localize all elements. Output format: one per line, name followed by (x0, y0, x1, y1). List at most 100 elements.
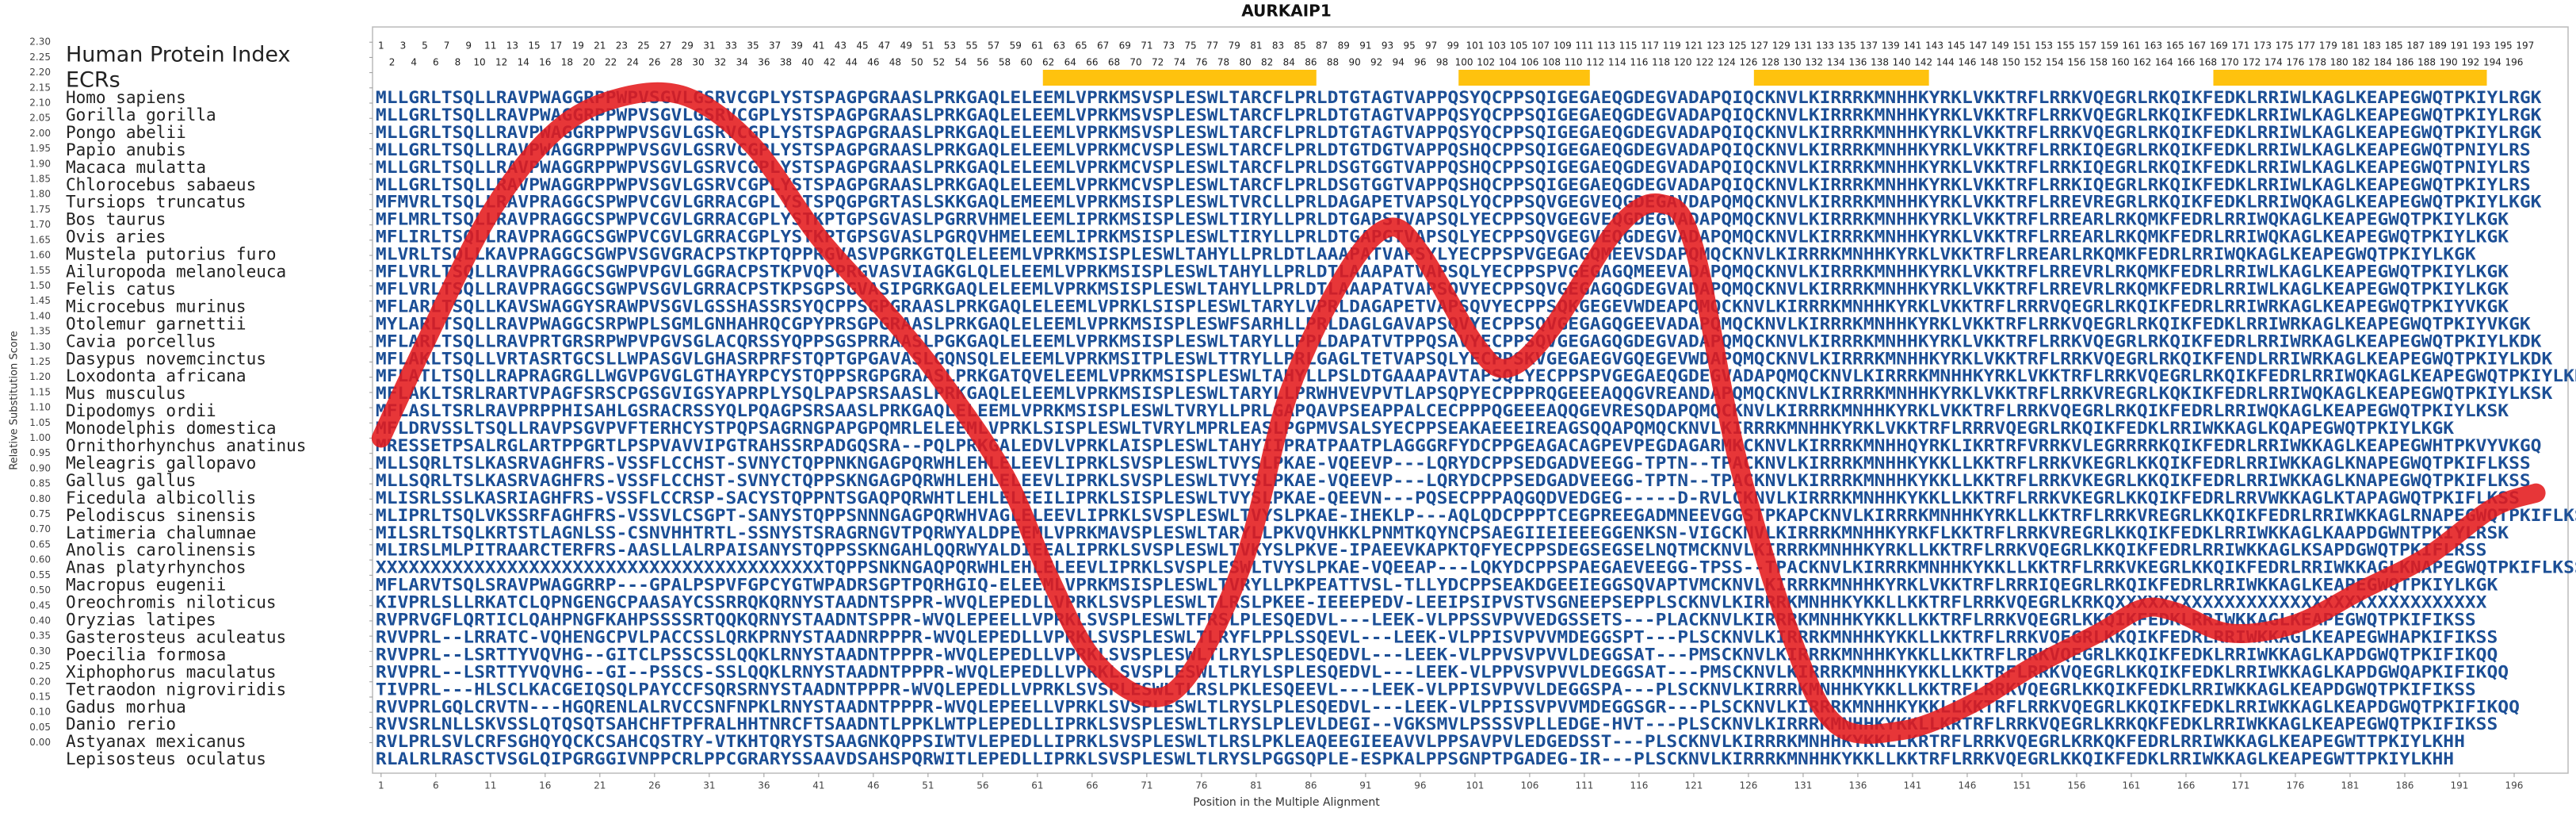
human-index-number: 139 (1882, 40, 1900, 52)
sequence: MFLMRLTSQLLRAVPRAGGCSPWPVCGVLGRRACGPLYST… (376, 210, 2509, 229)
human-index-number: 197 (2516, 40, 2534, 52)
sequence: RVVPRL--LSRTTYVQVHG--GI--PSSCS-SSLQQKLRN… (376, 662, 2509, 681)
human-index-number: 189 (2429, 40, 2447, 52)
y-tick-label: 1.65 (29, 234, 51, 245)
chart-title: AURKAIP1 (1241, 2, 1332, 21)
human-index-number: 96 (1414, 57, 1426, 68)
x-tick-label: 186 (2396, 780, 2414, 791)
x-tick-label: 196 (2505, 780, 2524, 791)
ecr-bar (1753, 70, 1929, 86)
species-name: Anas platyrhynchos (66, 558, 247, 577)
species-name: Gadus morhua (66, 697, 186, 716)
x-tick-label: 66 (1086, 780, 1098, 791)
human-index-number: 106 (1520, 57, 1538, 68)
human-index-number: 94 (1393, 57, 1405, 68)
human-index-number: 134 (1827, 57, 1845, 68)
x-tick-label: 136 (1848, 780, 1867, 791)
species-name: Dasypus novemcinctus (66, 349, 266, 368)
sequence: MILSRLTSQLKRTSTLAGNLSS-CSNVHHTRTL-SSNYST… (376, 523, 2509, 542)
human-index-number: 130 (1783, 57, 1802, 68)
y-tick-label: 1.50 (29, 280, 51, 291)
x-tick-label: 6 (433, 780, 439, 791)
human-index-number: 26 (648, 57, 660, 68)
y-tick-label: 2.25 (29, 52, 51, 63)
human-index-number: 19 (572, 40, 584, 52)
plot-frame (372, 26, 2569, 774)
human-index-number: 69 (1119, 40, 1131, 52)
x-tick-label: 161 (2123, 780, 2141, 791)
human-index-number: 87 (1316, 40, 1328, 52)
human-index-number: 76 (1195, 57, 1207, 68)
ecr-label: ECRs (66, 68, 120, 93)
species-name: Astyanax mexicanus (66, 732, 247, 751)
human-index-number: 112 (1586, 57, 1604, 68)
human-index-number: 152 (2024, 57, 2042, 68)
sequence: MFLAKLTSQLLVRTASRTGCSLLWPASGVLGHASRPRFST… (376, 349, 2553, 368)
human-index-number: 10 (473, 57, 485, 68)
human-index-number: 60 (1020, 57, 1032, 68)
human-index-number: 194 (2483, 57, 2501, 68)
human-index-number: 40 (801, 57, 813, 68)
x-tick-label: 146 (1958, 780, 1976, 791)
score-line (371, 82, 2546, 745)
human-index-number: 71 (1141, 40, 1152, 52)
species-name: Loxodonta africana (66, 366, 247, 385)
x-tick-label: 61 (1031, 780, 1043, 791)
human-index-number: 126 (1739, 57, 1757, 68)
species-name: Meleagris gallopavo (66, 454, 256, 473)
human-index-number: 159 (2100, 40, 2119, 52)
human-index-number: 62 (1042, 57, 1054, 68)
human-index-number: 5 (422, 40, 428, 52)
human-index-number: 100 (1455, 57, 1473, 68)
x-tick-label: 16 (539, 780, 551, 791)
sequence: MLLGRLTSQLLRAVPWAGGRPPWPVSGVLGSRVCGPLYST… (376, 123, 2542, 142)
y-tick-label: 0.10 (29, 707, 51, 718)
human-index-number: 104 (1499, 57, 1517, 68)
human-index-number: 78 (1217, 57, 1229, 68)
y-tick-label: 1.40 (29, 310, 51, 321)
species-name: Gasterosteus aculeatus (66, 627, 286, 646)
species-name: Chlorocebus sabaeus (66, 175, 256, 194)
x-tick-label: 71 (1141, 780, 1152, 791)
sequence: MLISRLSSLKASRIAGHFRS-VSSFLCCRSP-SACYSTQP… (376, 488, 2520, 508)
human-index-number: 49 (900, 40, 912, 52)
y-tick-label: 0.95 (29, 447, 51, 458)
human-index-number: 54 (955, 57, 967, 68)
y-tick-label: 1.85 (29, 174, 51, 185)
human-index-number: 2 (389, 57, 396, 68)
x-tick-label: 151 (2012, 780, 2031, 791)
human-index-number: 29 (682, 40, 694, 52)
sequence: MFLIRLTSQLLRAVPRAGGCSGWPVCGVLGRRACGPLYST… (376, 228, 2509, 247)
x-tick-label: 176 (2287, 780, 2305, 791)
y-tick-label: 1.00 (29, 432, 51, 443)
human-index-number: 190 (2440, 57, 2458, 68)
sequence: MFLATLTSQLLRAPRAGRGLLWGVPGVGLGTHAYRPCYST… (376, 366, 2576, 385)
human-index-number: 151 (2012, 40, 2031, 52)
human-index-number: 39 (791, 40, 803, 52)
y-tick-label: 0.35 (29, 630, 51, 642)
x-tick-label: 51 (922, 780, 934, 791)
human-index-number: 86 (1305, 57, 1317, 68)
human-index-number: 120 (1674, 57, 1692, 68)
human-index-number: 24 (627, 57, 639, 68)
y-tick-label: 2.15 (29, 82, 51, 93)
human-index-number: 43 (835, 40, 847, 52)
species-name: Pongo abelii (66, 123, 186, 142)
human-index-number: 127 (1750, 40, 1768, 52)
human-index-number: 75 (1184, 40, 1196, 52)
human-index-number: 34 (736, 57, 748, 68)
y-tick-label: 0.40 (29, 615, 51, 626)
y-tick-label: 0.85 (29, 478, 51, 489)
y-tick-label: 1.05 (29, 417, 51, 428)
human-index-number: 171 (2232, 40, 2250, 52)
human-index-number: 173 (2253, 40, 2272, 52)
human-index-number: 149 (1991, 40, 2009, 52)
human-index-number: 175 (2276, 40, 2294, 52)
human-index-number: 119 (1663, 40, 1681, 52)
human-index-number: 123 (1707, 40, 1725, 52)
human-index-number: 168 (2199, 57, 2217, 68)
human-index-number: 90 (1348, 57, 1360, 68)
human-index-number: 98 (1436, 57, 1448, 68)
